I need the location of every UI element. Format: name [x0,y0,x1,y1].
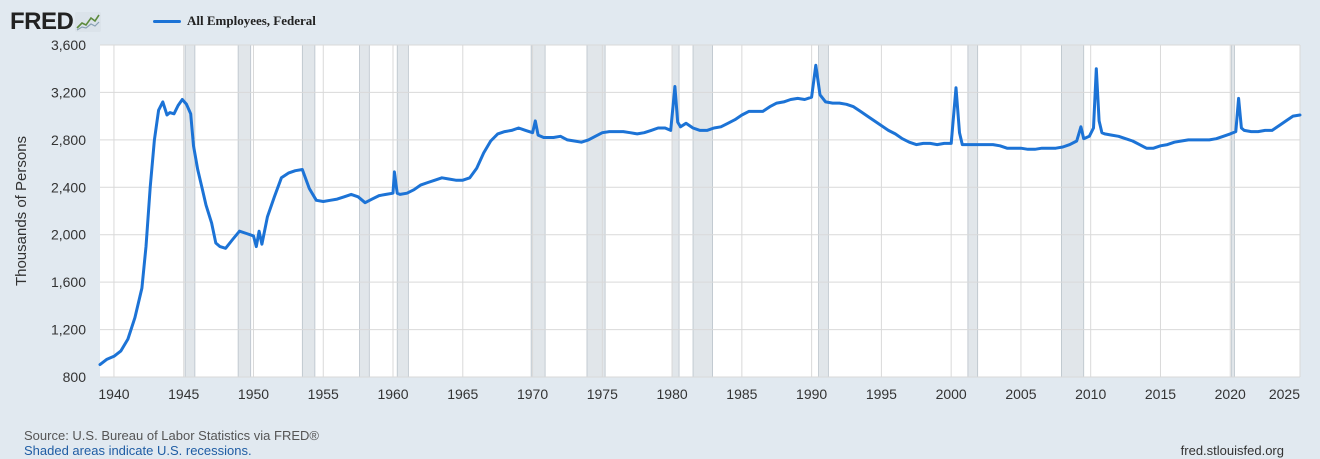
x-tick-label: 1965 [447,386,478,402]
x-tick-label: 1980 [657,386,688,402]
x-tick-label: 2015 [1145,386,1176,402]
recession-band [396,44,409,378]
x-tick-label: 1995 [866,386,897,402]
y-tick-label: 1,600 [51,274,86,290]
y-axis-ticks: 800 1,200 1,600 2,000 2,400 2,800 3,200 3,600 [51,37,86,385]
x-tick-label: 2025 [1269,386,1300,402]
source-text: U.S. Bureau of Labor Statistics via FRED… [72,428,319,443]
x-tick-label: 2000 [936,386,967,402]
series-line-federal-employees[interactable] [98,63,1302,367]
x-tick-label: 2020 [1215,386,1246,402]
x-tick-label: 1990 [796,386,827,402]
legend-swatch [153,19,181,23]
recession-bands [184,44,1235,378]
x-tick-label: 1945 [168,386,199,402]
recession-band [301,44,316,378]
recession-band [184,44,196,378]
recession-band [359,44,370,378]
y-tick-label: 2,400 [51,179,86,195]
x-axis-ticks: 1940 1945 1950 1955 1960 1965 1970 1975 1980 1985… [98,386,1300,402]
recession-band [692,44,713,378]
site-link[interactable]: fred.stlouisfed.org [1180,443,1284,458]
recession-band [530,44,546,378]
line-chart[interactable]: 800 1,200 1,600 2,000 2,400 2,800 3,200 3,600 1… [0,0,1320,420]
y-tick-label: 800 [63,369,87,385]
x-tick-label: 1940 [98,386,129,402]
logo-text: FRED [10,8,74,35]
x-tick-label: 1955 [308,386,339,402]
x-tick-label: 1960 [377,386,408,402]
recession-band [967,44,979,378]
recession-band [1231,44,1235,378]
chart-header: FRED All Employees, Federal [10,8,610,38]
source-prefix: Source: [24,428,73,443]
recession-band [1060,44,1085,378]
y-tick-label: 3,200 [51,84,86,100]
footer-notes: Source: U.S. Bureau of Labor Statistics … [24,428,319,458]
legend-label: All Employees, Federal [187,13,316,28]
recession-note-link[interactable]: Shaded areas indicate U.S. recessions. [24,443,252,458]
x-tick-label: 2010 [1075,386,1106,402]
y-tick-label: 1,200 [51,322,86,338]
y-tick-label: 3,600 [51,37,86,53]
y-axis-label: Thousands of Persons [13,136,30,286]
chart-trend-icon [75,12,102,32]
fred-logo[interactable]: FRED [10,8,102,35]
x-tick-label: 1985 [726,386,757,402]
y-tick-label: 2,800 [51,132,86,148]
x-tick-label: 2005 [1005,386,1036,402]
x-tick-label: 1975 [587,386,618,402]
recession-band [237,44,252,378]
x-tick-label: 1970 [517,386,548,402]
legend[interactable]: All Employees, Federal [153,13,316,29]
source-note: Source: U.S. Bureau of Labor Statistics … [24,428,319,443]
y-tick-label: 2,000 [51,227,86,243]
x-tick-label: 1950 [238,386,269,402]
